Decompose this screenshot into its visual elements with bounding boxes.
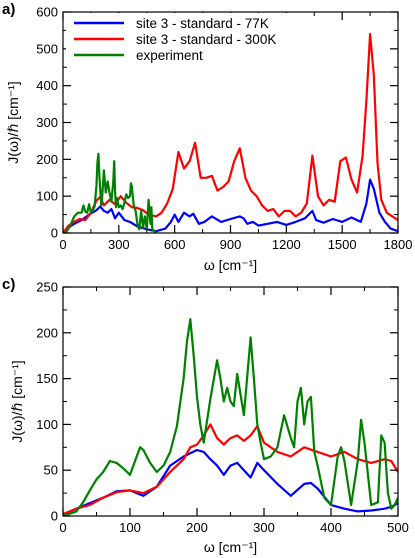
x-tick-label: 100 — [119, 520, 141, 535]
y-tick-label: 100 — [36, 417, 58, 432]
legend-entry: site 3 - standard - 300K — [136, 32, 276, 47]
x-tick-label: 400 — [320, 520, 342, 535]
series-group — [63, 318, 398, 516]
x-tick-label: 0 — [59, 520, 66, 535]
legend-entry: site 3 - standard - 77K — [136, 16, 269, 31]
x-tick-label: 0 — [59, 237, 66, 252]
panel-label: c) — [2, 276, 15, 293]
x-tick-label: 200 — [186, 520, 208, 535]
y-tick-label: 250 — [36, 280, 58, 295]
y-tick-label: 300 — [36, 115, 58, 130]
x-axis-label: ω [cm⁻¹] — [204, 257, 257, 273]
x-axis-label: ω [cm⁻¹] — [204, 539, 257, 555]
series-line-experiment — [63, 152, 157, 233]
y-tick-label: 600 — [36, 5, 58, 20]
series-group — [63, 32, 398, 233]
x-tick-label: 1500 — [328, 237, 357, 252]
legend-entry: experiment — [136, 48, 203, 63]
y-tick-label: 500 — [36, 41, 58, 56]
y-tick-label: 150 — [36, 371, 58, 386]
y-tick-label: 0 — [51, 226, 58, 241]
series-line-green — [63, 318, 398, 516]
y-tick-label: 200 — [36, 325, 58, 340]
y-axis-label: J(ω)/ℏ [cm⁻¹] — [9, 360, 25, 442]
y-tick-label: 200 — [36, 152, 58, 167]
x-tick-label: 1200 — [272, 237, 301, 252]
x-tick-label: 300 — [253, 520, 275, 535]
y-tick-label: 50 — [44, 463, 58, 478]
x-tick-label: 600 — [164, 237, 186, 252]
y-axis-label: J(ω)/ℏ [cm⁻¹] — [5, 81, 21, 163]
x-tick-label: 300 — [108, 237, 130, 252]
x-tick-label: 1800 — [384, 237, 413, 252]
series-line-red — [63, 423, 398, 516]
panel-a: 0 300 600 900 1200 1500 1800 0 100 200 300 400 500 60… — [2, 1, 412, 273]
x-tick-label: 500 — [387, 520, 409, 535]
series-line-77k — [63, 178, 398, 233]
panel-c: 0 100 200 300 400 500 0 50 100 150 200 250 c) ω [cm⁻¹… — [2, 276, 409, 555]
y-tick-label: 400 — [36, 78, 58, 93]
panel-label: a) — [2, 1, 15, 18]
y-tick-label: 0 — [51, 509, 58, 524]
x-tick-label: 900 — [220, 237, 242, 252]
y-tick-label: 100 — [36, 189, 58, 204]
